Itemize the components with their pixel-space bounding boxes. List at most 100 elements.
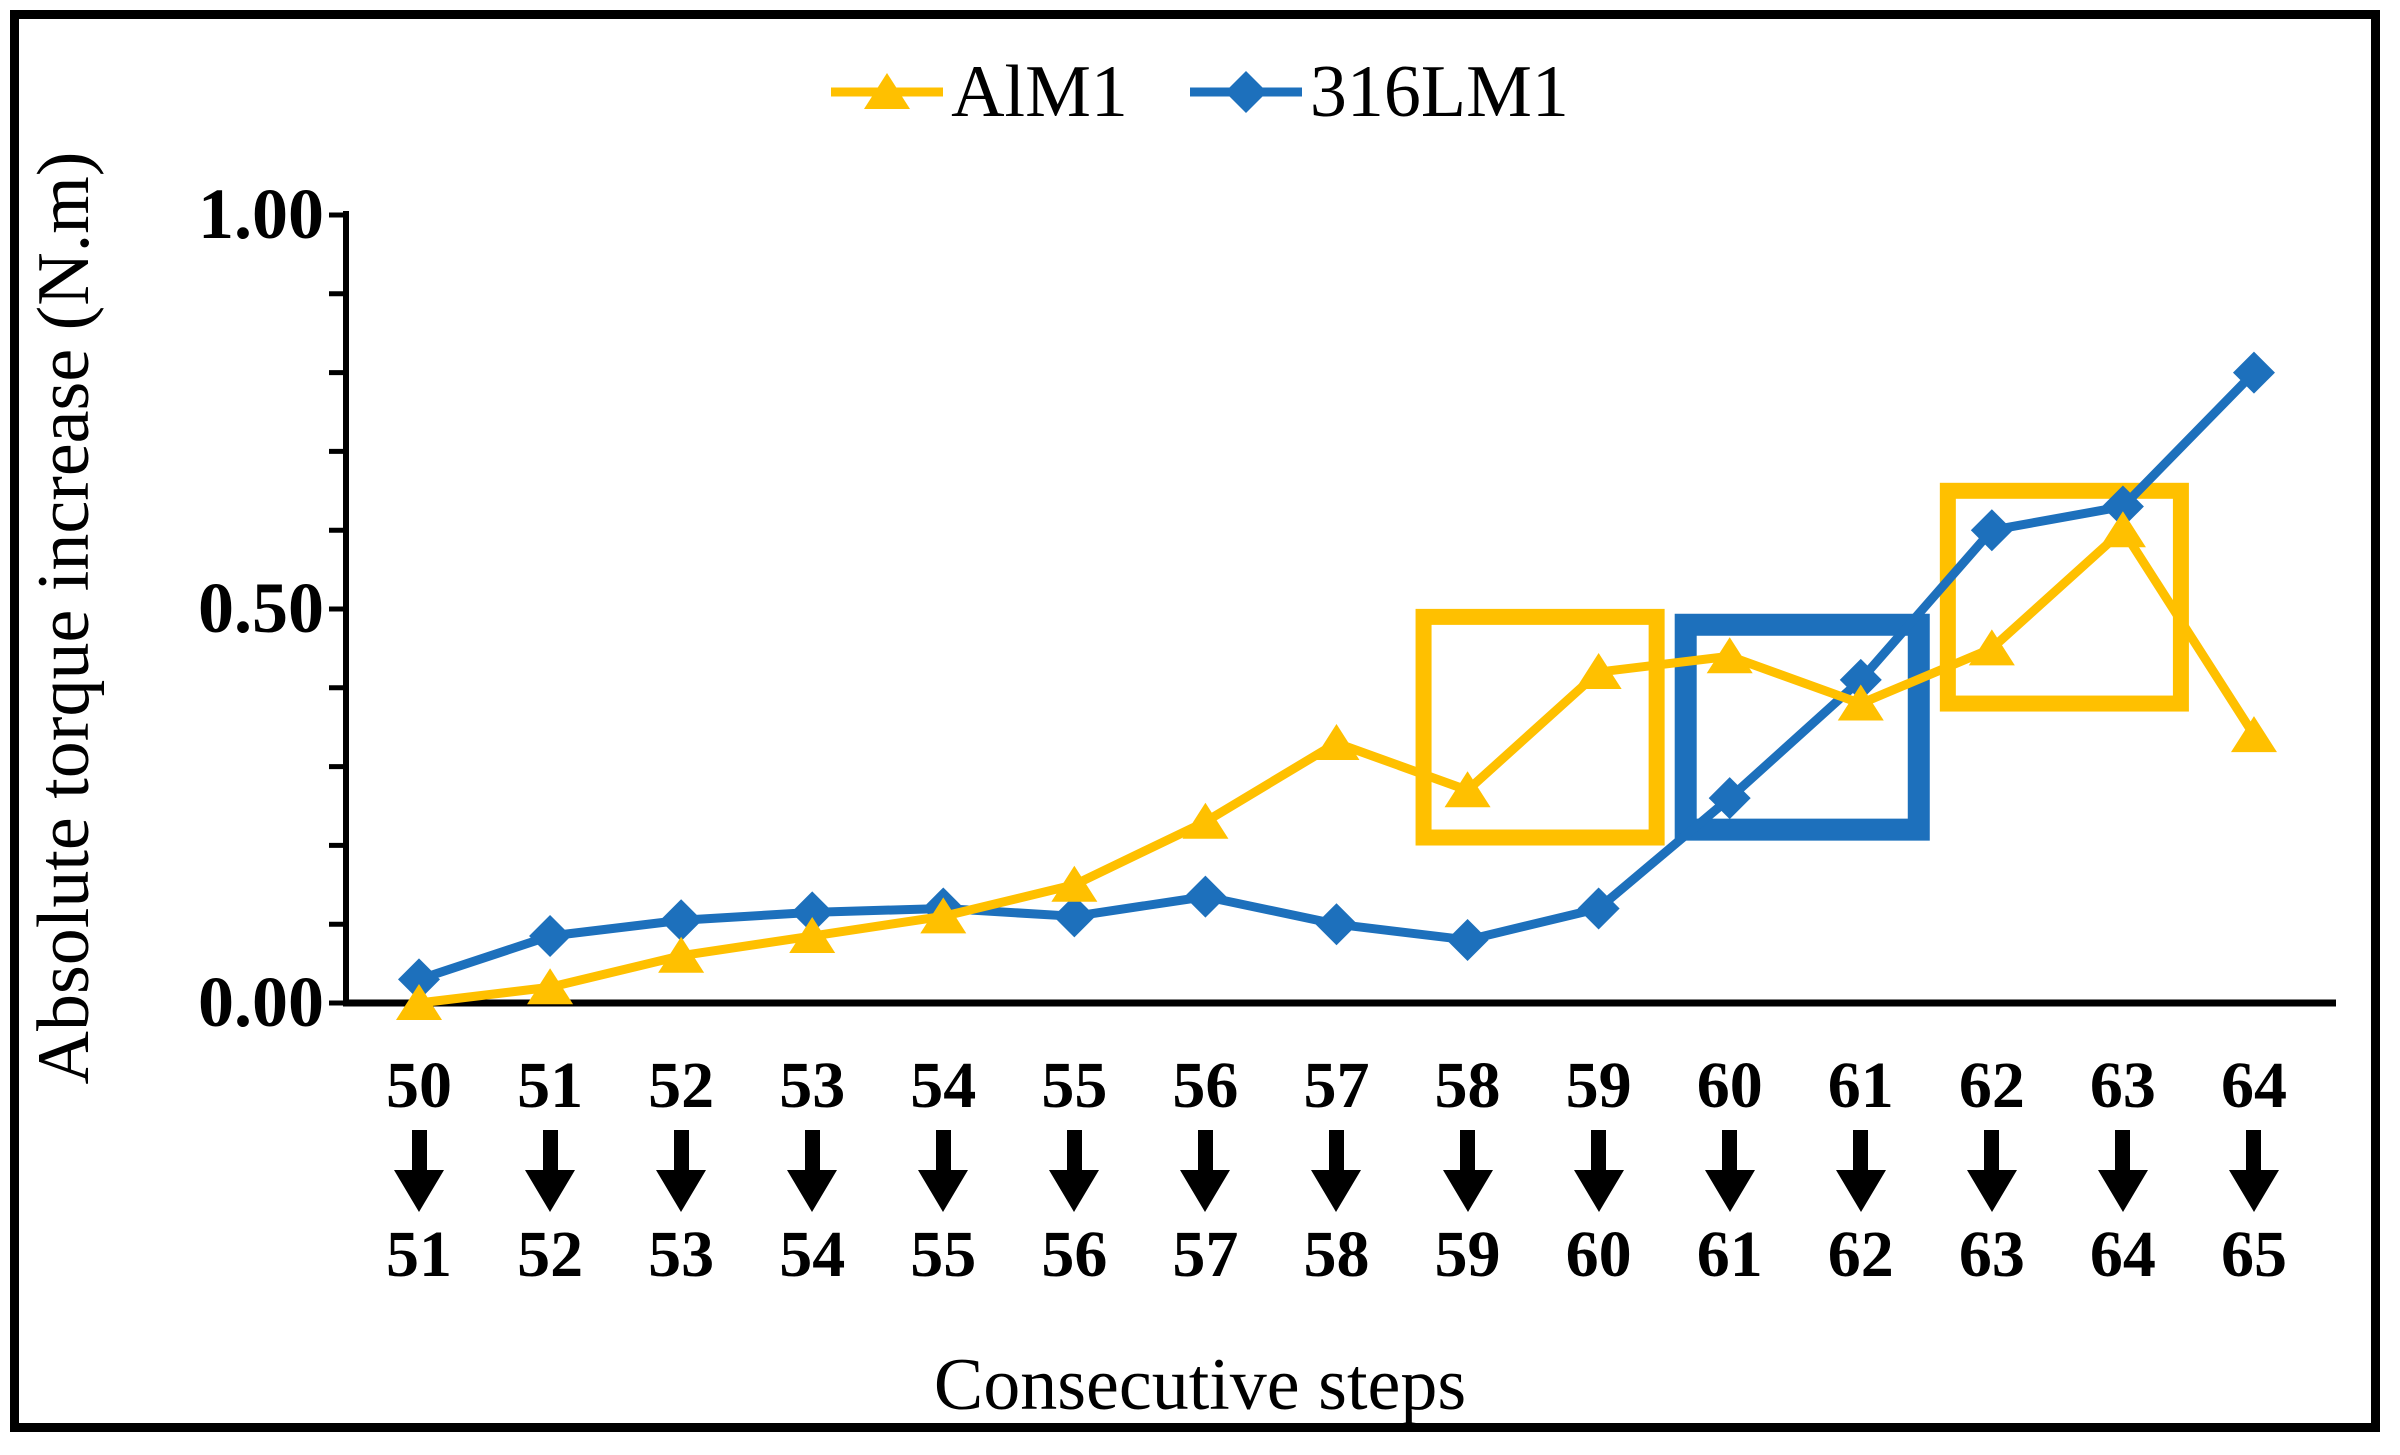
diamond-marker	[1708, 777, 1751, 820]
arrow-head	[2228, 1169, 2279, 1212]
down-arrow-icon	[394, 1129, 444, 1212]
triangle-marker	[527, 968, 574, 1005]
down-arrow-icon	[1704, 1129, 1755, 1212]
figure-border	[10, 10, 2380, 1432]
arrow-stem	[1591, 1129, 1607, 1170]
step-from-number: 59	[1565, 1049, 1632, 1122]
arrow-head	[787, 1169, 838, 1212]
y-tick-label: 1.00	[198, 174, 324, 254]
arrow-stem	[1984, 1129, 2000, 1170]
x-step-label: 54 55	[877, 1049, 1009, 1291]
step-to-number: 65	[2220, 1217, 2287, 1291]
step-from-number: 56	[1172, 1049, 1239, 1122]
triangle-marker	[1837, 684, 1884, 721]
x-step-label: 64 65	[2188, 1049, 2320, 1291]
arrow-head	[1704, 1169, 1755, 1212]
arrow-head	[918, 1169, 969, 1212]
diamond-marker	[529, 915, 572, 958]
x-step-label: 51 52	[484, 1049, 616, 1291]
x-step-label: 60 61	[1664, 1051, 1796, 1291]
arrow-stem	[1722, 1129, 1738, 1170]
step-to-number: 64	[2089, 1217, 2156, 1291]
step-to-number: 51	[386, 1217, 452, 1291]
arrow-stem	[1197, 1129, 1213, 1170]
diamond-marker	[1577, 887, 1620, 930]
series-line-316LM1	[417, 369, 2258, 984]
annotation-rect	[1939, 482, 2189, 712]
down-arrow-icon	[525, 1129, 576, 1212]
triangle-marker	[1051, 865, 1098, 902]
arrow-head	[1442, 1169, 1493, 1212]
triangle-marker	[396, 984, 442, 1020]
arrow-head	[1835, 1169, 1886, 1212]
arrow-head	[1180, 1169, 1231, 1212]
arrow-stem	[673, 1129, 689, 1170]
x-step-label: 50 51	[353, 1051, 485, 1291]
step-from-number: 53	[779, 1049, 846, 1122]
triangle-marker	[658, 936, 705, 973]
down-arrow-icon	[2097, 1129, 2148, 1212]
x-step-label: 53 54	[746, 1049, 878, 1291]
down-arrow-icon	[656, 1129, 707, 1212]
step-from-number: 61	[1827, 1049, 1894, 1122]
arrow-head	[525, 1169, 576, 1212]
step-to-number: 56	[1041, 1217, 1108, 1291]
step-to-number: 58	[1303, 1217, 1370, 1291]
arrow-stem	[1066, 1129, 1082, 1170]
arrow-head	[1311, 1169, 1362, 1212]
down-arrow-icon	[2228, 1129, 2279, 1212]
down-arrow-icon	[1180, 1129, 1231, 1212]
diamond-marker	[1970, 509, 2013, 552]
legend-item-AlM1: AlM1	[831, 52, 1128, 132]
step-to-number: 63	[1958, 1217, 2025, 1291]
step-from-number: 64	[2220, 1049, 2287, 1122]
x-step-label: 58 59	[1402, 1049, 1534, 1291]
arrow-head	[1573, 1169, 1624, 1212]
diamond-marker	[398, 958, 440, 1001]
step-to-number: 52	[517, 1217, 584, 1291]
step-from-number: 55	[1041, 1049, 1108, 1122]
triangle-marker	[1444, 771, 1491, 808]
triangle-marker	[1706, 637, 1753, 674]
diamond-marker	[1446, 918, 1489, 961]
arrow-stem	[542, 1129, 558, 1170]
step-from-number: 51	[517, 1049, 584, 1122]
arrow-head	[1966, 1169, 2017, 1212]
triangle-marker	[1968, 629, 2015, 666]
step-to-number: 57	[1172, 1217, 1239, 1291]
step-to-number: 55	[910, 1217, 977, 1291]
diamond-marker	[1315, 903, 1358, 946]
step-from-number: 58	[1434, 1049, 1501, 1122]
arrow-head	[656, 1169, 707, 1212]
step-from-number: 63	[2089, 1049, 2156, 1122]
diamond-marker	[660, 899, 703, 942]
triangle-marker	[1182, 802, 1229, 839]
diamond-marker	[1839, 658, 1882, 701]
step-to-number: 61	[1696, 1217, 1763, 1291]
triangle-marker	[789, 917, 836, 954]
legend-label: AlM1	[951, 51, 1128, 133]
step-to-number: 53	[648, 1217, 715, 1291]
diamond-marker	[2101, 485, 2144, 528]
triangle-marker	[920, 897, 967, 934]
step-to-number: 54	[779, 1217, 846, 1291]
legend-item-316LM1: 316LM1	[1189, 52, 1569, 132]
x-step-label: 57 58	[1270, 1051, 1402, 1291]
y-tick-label: 0.00	[198, 962, 324, 1042]
step-to-number: 59	[1434, 1217, 1501, 1291]
step-from-number: 52	[648, 1049, 715, 1122]
triangle-marker	[1313, 723, 1360, 760]
down-arrow-icon	[1442, 1129, 1493, 1212]
triangle-marker	[2099, 511, 2146, 548]
diamond-marker	[1053, 895, 1096, 938]
down-arrow-icon	[1573, 1129, 1624, 1212]
x-axis-title: Consecutive steps	[933, 1344, 1467, 1426]
step-from-number: 54	[910, 1049, 977, 1122]
triangle-legend-icon	[831, 73, 944, 109]
arrow-stem	[2115, 1129, 2131, 1170]
arrow-stem	[804, 1129, 820, 1170]
down-arrow-icon	[918, 1129, 969, 1212]
diamond-marker	[791, 891, 834, 934]
x-step-label: 55 56	[1008, 1049, 1140, 1291]
x-step-label: 63 64	[2057, 1049, 2189, 1291]
